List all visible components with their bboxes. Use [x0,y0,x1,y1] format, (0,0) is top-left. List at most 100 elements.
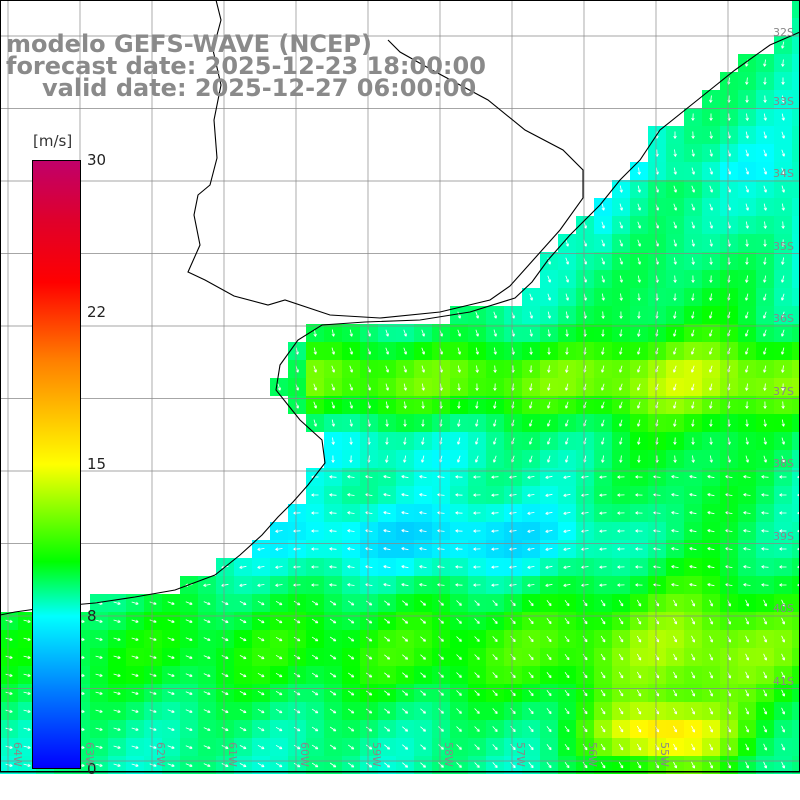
wind-arrow [23,709,31,713]
wind-arrow [673,203,677,211]
wind-arrow [745,95,749,103]
wind-arrow [347,565,355,569]
wind-arrow [311,583,319,587]
wind-arrow [510,672,516,679]
wind-arrow [401,493,409,497]
wind-arrow [403,365,407,373]
wind-arrow [528,726,534,733]
wind-arrow [402,762,409,768]
wind-arrow [203,655,211,659]
wind-arrow [457,383,461,391]
wind-cell [792,576,800,594]
wind-arrow [239,601,247,606]
wind-cell [792,36,800,54]
wind-arrow [601,257,605,265]
wind-arrow [365,672,373,678]
wind-arrow [637,311,641,319]
wind-arrow [763,653,768,661]
wind-arrow [203,673,211,677]
wind-arrow [313,329,317,337]
wind-arrow [617,529,625,533]
wind-arrow [637,437,641,445]
wind-arrow [709,347,713,355]
wind-arrow [313,365,317,373]
wind-arrow [113,619,121,623]
wind-arrow [203,601,211,605]
wind-arrow [475,347,479,355]
wind-arrow [385,347,389,355]
wind-arrow [673,275,677,283]
wind-arrow [689,565,697,569]
wind-arrow [565,329,569,337]
wind-arrow [781,635,786,643]
wind-arrow [691,311,695,319]
wind-arrow [743,529,751,533]
wind-arrow [779,529,787,533]
wind-arrow [781,221,785,229]
wind-arrow [311,744,319,750]
wind-arrow [239,619,247,624]
wind-arrow [763,383,767,391]
wind-arrow [5,709,13,713]
wind-arrow [275,762,283,768]
wind-arrow [709,149,713,157]
wind-arrow [474,600,480,606]
wind-arrow [257,600,265,606]
wind-arrow [474,636,480,642]
wind-arrow [239,763,247,768]
wind-arrow [637,221,641,229]
wind-arrow [311,618,319,624]
lon-label-55w: 55W [658,742,671,767]
wind-arrow [637,203,641,211]
wind-arrow [619,293,623,301]
wind-arrow [528,600,534,607]
wind-arrow [691,347,695,355]
wind-arrow [763,707,768,715]
wind-cell [792,648,800,666]
wind-arrow [23,745,31,749]
wind-arrow [131,619,139,623]
wind-arrow [347,511,355,515]
wind-arrow [185,727,193,731]
wind-arrow [456,690,462,696]
wind-arrow [546,689,552,697]
wind-arrow [257,565,265,569]
wind-arrow [743,547,751,551]
wind-cell [792,594,800,612]
wind-arrow [475,419,479,427]
wind-arrow [329,493,337,497]
wind-arrow [781,203,785,211]
coastline [0,0,800,616]
wind-arrow [564,689,570,697]
wind-arrow [709,257,713,265]
wind-arrow [709,653,714,661]
wind-arrow [781,761,786,769]
wind-arrow [547,365,551,373]
wind-arrow [565,311,569,319]
wind-arrow [545,529,553,533]
wind-arrow [671,511,679,515]
wind-arrow [23,637,31,641]
wind-arrow [779,493,787,497]
wind-arrow [493,419,497,427]
wind-arrow [636,653,642,661]
colorbar-tick-15: 15 [87,455,107,473]
wind-arrow [673,617,678,625]
wind-arrow [455,475,463,479]
wind-arrow [457,419,461,427]
wind-arrow [239,655,247,660]
wind-arrow [421,437,425,445]
wind-arrow [239,583,247,587]
wind-arrow [781,59,785,67]
wind-arrow [673,743,678,751]
wind-arrow [618,743,624,751]
wind-arrow [401,547,409,551]
wind-arrow [617,547,625,551]
wind-arrow [438,654,444,660]
wind-arrow [599,529,607,533]
wind-arrow [619,203,623,211]
wind-arrow [691,329,695,337]
wind-arrow [493,329,497,337]
wind-arrow [600,743,606,751]
wind-arrow [401,583,409,587]
